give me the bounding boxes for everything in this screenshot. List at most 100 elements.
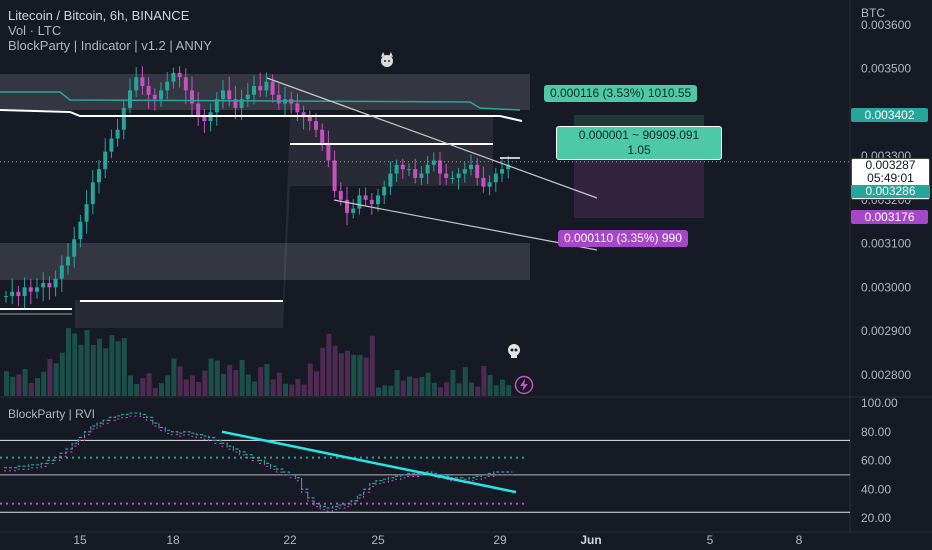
volume-bar bbox=[66, 328, 71, 396]
volume-bar bbox=[270, 379, 276, 396]
candle-body bbox=[314, 121, 318, 130]
volume-bar bbox=[245, 374, 251, 396]
volume-bar bbox=[97, 338, 102, 396]
supply-demand-zones bbox=[0, 74, 704, 328]
volume-bar bbox=[276, 372, 282, 396]
volume-bar bbox=[146, 373, 152, 396]
rvi-legend[interactable]: BlockParty | RVI bbox=[8, 407, 95, 421]
volume-bar bbox=[214, 360, 220, 396]
volume-bar bbox=[400, 380, 406, 396]
volume-bar bbox=[307, 363, 313, 396]
time-tick-label: 22 bbox=[283, 533, 297, 547]
price-tick-label: 0.003100 bbox=[861, 237, 911, 251]
volume-bar bbox=[493, 385, 499, 396]
price-unit: BTC bbox=[861, 6, 885, 20]
upper-teal-line bbox=[0, 91, 521, 111]
volume-bar bbox=[103, 348, 109, 396]
candle-body bbox=[487, 182, 492, 187]
volume-bar bbox=[444, 382, 450, 396]
volume-bar bbox=[196, 381, 202, 396]
volume-bar bbox=[301, 384, 307, 396]
chart-title[interactable]: Litecoin / Bitcoin, 6h, BINANCE bbox=[8, 8, 190, 23]
current-price: 0.003287 bbox=[865, 158, 916, 172]
candle-body bbox=[270, 81, 275, 95]
indicator-legend[interactable]: BlockParty | Indicator | v1.2 | ANNY bbox=[8, 38, 212, 53]
volume-bar bbox=[109, 335, 115, 396]
volume-bar bbox=[295, 378, 301, 396]
candle-body bbox=[506, 164, 511, 170]
rvi-tick-label: 40.00 bbox=[861, 482, 891, 496]
volume-bar bbox=[78, 344, 84, 396]
supply-zone bbox=[0, 74, 530, 110]
volume-bar bbox=[469, 382, 474, 396]
candle-body bbox=[128, 90, 132, 108]
cat-icon[interactable] bbox=[378, 51, 396, 69]
skull-icon[interactable] bbox=[506, 343, 522, 359]
volume-bar bbox=[252, 381, 257, 396]
candle-body bbox=[121, 107, 126, 130]
rvi-tick-label: 80.00 bbox=[861, 425, 891, 439]
candle-body bbox=[301, 112, 306, 117]
candle-body bbox=[338, 191, 343, 200]
time-tick-label: Jun bbox=[580, 533, 601, 547]
volume-bar bbox=[165, 375, 171, 396]
volume-legend[interactable]: Vol · LTC bbox=[8, 23, 62, 38]
ratio-line-2: 1.05 bbox=[627, 143, 651, 157]
candle-body bbox=[388, 173, 393, 187]
candle-body bbox=[264, 81, 269, 91]
volume-bar bbox=[171, 358, 177, 396]
candle-body bbox=[41, 282, 46, 288]
candle-body bbox=[276, 94, 281, 104]
price-tick-label: 0.003600 bbox=[861, 18, 911, 32]
candle-body bbox=[400, 164, 405, 170]
ratio-tag: 0.000001 ~ 90909.091 1.05 bbox=[556, 126, 722, 160]
volume-bar bbox=[425, 372, 431, 396]
volume-bar bbox=[47, 358, 53, 396]
candle-body bbox=[16, 291, 21, 297]
candle-body bbox=[66, 256, 70, 266]
volume-bar bbox=[22, 369, 28, 396]
volume-bar bbox=[320, 347, 326, 396]
rvi-signal-line bbox=[4, 415, 513, 512]
candle-body bbox=[196, 103, 201, 117]
candle-body bbox=[134, 77, 139, 91]
candle-body bbox=[59, 265, 64, 279]
volume-bar bbox=[84, 330, 90, 396]
candle-body bbox=[332, 160, 337, 192]
candle-body bbox=[10, 291, 15, 297]
volume-bar bbox=[221, 373, 226, 396]
candle-body bbox=[22, 287, 27, 297]
rvi-trend-line bbox=[221, 430, 517, 494]
candle-body bbox=[431, 160, 436, 165]
volume-bar bbox=[357, 354, 363, 396]
upper-white-line bbox=[0, 109, 523, 122]
volume-bar bbox=[59, 352, 65, 396]
candle-body bbox=[345, 199, 349, 213]
volume-bar bbox=[475, 386, 481, 396]
volume-bar bbox=[431, 382, 437, 396]
candle-body bbox=[351, 208, 356, 213]
price-tick-label: 0.003500 bbox=[861, 62, 911, 76]
volume-bar bbox=[450, 370, 456, 396]
candle-body bbox=[146, 86, 151, 95]
volume-bar bbox=[332, 345, 338, 396]
candle-body bbox=[53, 278, 58, 288]
price-tick-label: 0.003000 bbox=[861, 280, 911, 294]
volume-bar bbox=[134, 383, 140, 396]
volume-bar bbox=[177, 366, 183, 396]
volume-bar bbox=[481, 365, 487, 396]
lightning-icon[interactable] bbox=[514, 375, 534, 395]
candle-body bbox=[394, 164, 399, 174]
candle-body bbox=[425, 164, 430, 174]
rvi-tick-label: 20.00 bbox=[861, 511, 891, 525]
candle-body bbox=[115, 129, 120, 139]
candle-body bbox=[221, 90, 225, 100]
volume-bar bbox=[500, 379, 505, 396]
candle-body bbox=[438, 160, 442, 174]
volume-bar bbox=[438, 387, 443, 396]
candle-body bbox=[407, 169, 411, 171]
volume-bar bbox=[351, 354, 357, 396]
volume-bar bbox=[140, 378, 146, 396]
candle-body bbox=[28, 287, 33, 292]
